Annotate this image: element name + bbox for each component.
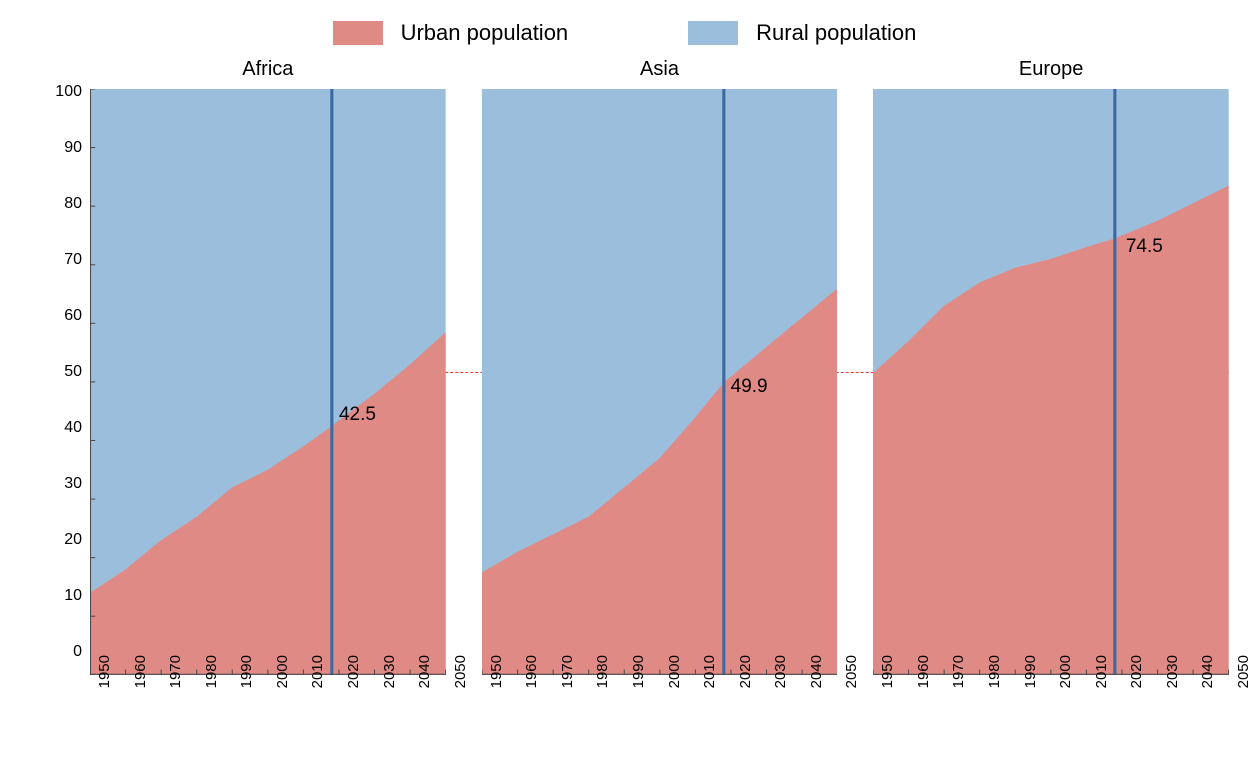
legend-swatch xyxy=(333,21,383,45)
x-tick: 2020 xyxy=(345,655,362,688)
x-tick: 2020 xyxy=(1128,655,1145,688)
panel-title: Asia xyxy=(640,58,679,81)
x-tick: 1950 xyxy=(96,655,113,688)
panel-europe: Europe 74.5 1950 1960 1970 1980 1990 2000 2010 20… xyxy=(873,58,1229,701)
x-tick: 2030 xyxy=(772,655,789,688)
x-tick: 2050 xyxy=(1235,655,1249,688)
area-chart xyxy=(873,89,1229,675)
marker-label: 42.5 xyxy=(339,404,376,426)
legend-swatch xyxy=(688,21,738,45)
x-tick: 1970 xyxy=(167,655,184,688)
x-tick: 1970 xyxy=(950,655,967,688)
x-tick: 2050 xyxy=(452,655,469,688)
y-tick: 20 xyxy=(64,531,82,549)
panel-africa: Africa 42.5 1950 1960 1970 1980 1990 2000 2010 20… xyxy=(90,58,446,701)
chart-row: Proportion of total population (percenta… xyxy=(20,58,1229,701)
x-tick: 2020 xyxy=(737,655,754,688)
panel-asia: Asia 49.9 1950 1960 1970 1980 1990 2000 2010 2020… xyxy=(482,58,838,701)
x-tick: 2050 xyxy=(843,655,860,688)
x-tick: 1990 xyxy=(630,655,647,688)
x-tick: 2040 xyxy=(1199,655,1216,688)
legend-item-1: Rural population xyxy=(688,20,916,46)
plot-area: 42.5 xyxy=(90,89,446,649)
y-tick: 0 xyxy=(73,643,82,661)
x-tick: 1960 xyxy=(132,655,149,688)
y-tick: 100 xyxy=(55,83,82,101)
x-axis: 1950 1960 1970 1980 1990 2000 2010 2020 2030 2040… xyxy=(90,655,446,701)
x-tick: 1950 xyxy=(488,655,505,688)
x-tick: 2010 xyxy=(309,655,326,688)
legend-item-0: Urban population xyxy=(333,20,569,46)
plot-area: 49.9 xyxy=(482,89,838,649)
x-tick: 1990 xyxy=(238,655,255,688)
x-tick: 2010 xyxy=(701,655,718,688)
x-tick: 2010 xyxy=(1093,655,1110,688)
panel-title: Africa xyxy=(242,58,293,81)
x-tick: 1950 xyxy=(879,655,896,688)
area-chart xyxy=(482,89,838,675)
x-tick: 2000 xyxy=(274,655,291,688)
x-tick: 1970 xyxy=(559,655,576,688)
charts-container: Africa 42.5 1950 1960 1970 1980 1990 2000 2010 20… xyxy=(90,58,1229,701)
x-tick: 1980 xyxy=(986,655,1003,688)
legend-label: Urban population xyxy=(401,20,569,46)
x-axis: 1950 1960 1970 1980 1990 2000 2010 2020 2030 2040… xyxy=(482,655,838,701)
x-axis: 1950 1960 1970 1980 1990 2000 2010 2020 2030 2040… xyxy=(873,655,1229,701)
x-tick: 2040 xyxy=(808,655,825,688)
y-tick: 40 xyxy=(64,419,82,437)
y-tick: 50 xyxy=(64,363,82,381)
x-tick: 1980 xyxy=(594,655,611,688)
x-tick: 2040 xyxy=(416,655,433,688)
x-tick: 2000 xyxy=(666,655,683,688)
x-tick: 2000 xyxy=(1057,655,1074,688)
area-chart xyxy=(90,89,446,675)
y-tick: 70 xyxy=(64,251,82,269)
y-tick: 80 xyxy=(64,195,82,213)
y-tick: 30 xyxy=(64,475,82,493)
x-tick: 1990 xyxy=(1022,655,1039,688)
x-tick: 1960 xyxy=(523,655,540,688)
legend: Urban population Rural population xyxy=(20,20,1229,46)
y-tick: 90 xyxy=(64,139,82,157)
marker-label: 74.5 xyxy=(1126,236,1163,258)
x-tick: 2030 xyxy=(381,655,398,688)
x-tick: 1980 xyxy=(203,655,220,688)
y-tick: 10 xyxy=(64,587,82,605)
plot-area: 74.5 xyxy=(873,89,1229,649)
y-axis: Proportion of total population (percenta… xyxy=(20,58,90,652)
legend-label: Rural population xyxy=(756,20,916,46)
x-tick: 2030 xyxy=(1164,655,1181,688)
panel-title: Europe xyxy=(1019,58,1084,81)
x-tick: 1960 xyxy=(915,655,932,688)
y-tick: 60 xyxy=(64,307,82,325)
marker-label: 49.9 xyxy=(731,376,768,398)
